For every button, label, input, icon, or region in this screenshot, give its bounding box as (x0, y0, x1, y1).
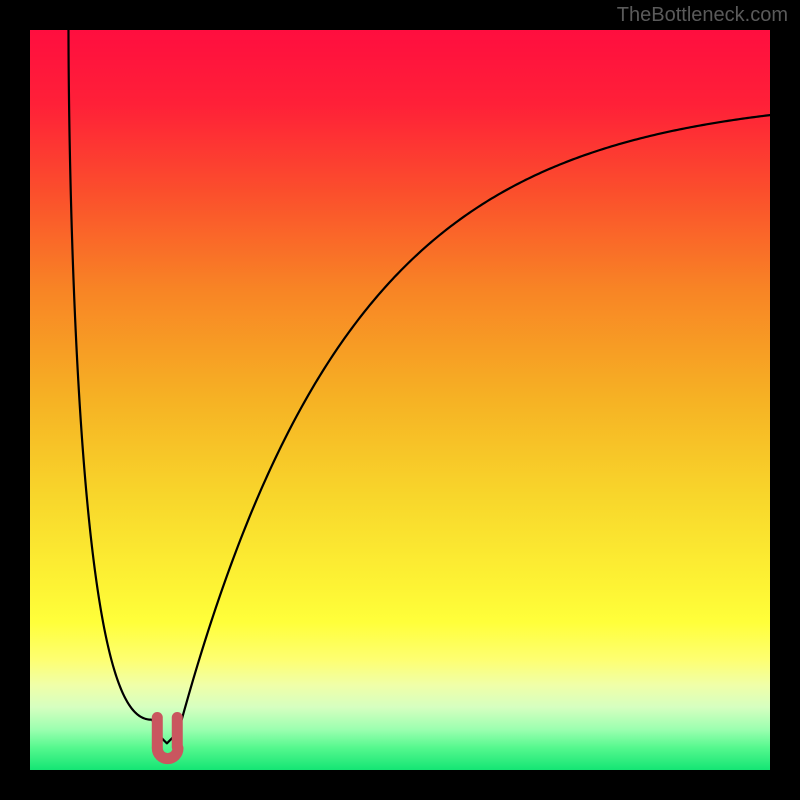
plot-background (30, 30, 770, 770)
chart-container: TheBottleneck.com (0, 0, 800, 800)
bottleneck-curve-chart (0, 0, 800, 800)
watermark-text: TheBottleneck.com (617, 4, 788, 27)
